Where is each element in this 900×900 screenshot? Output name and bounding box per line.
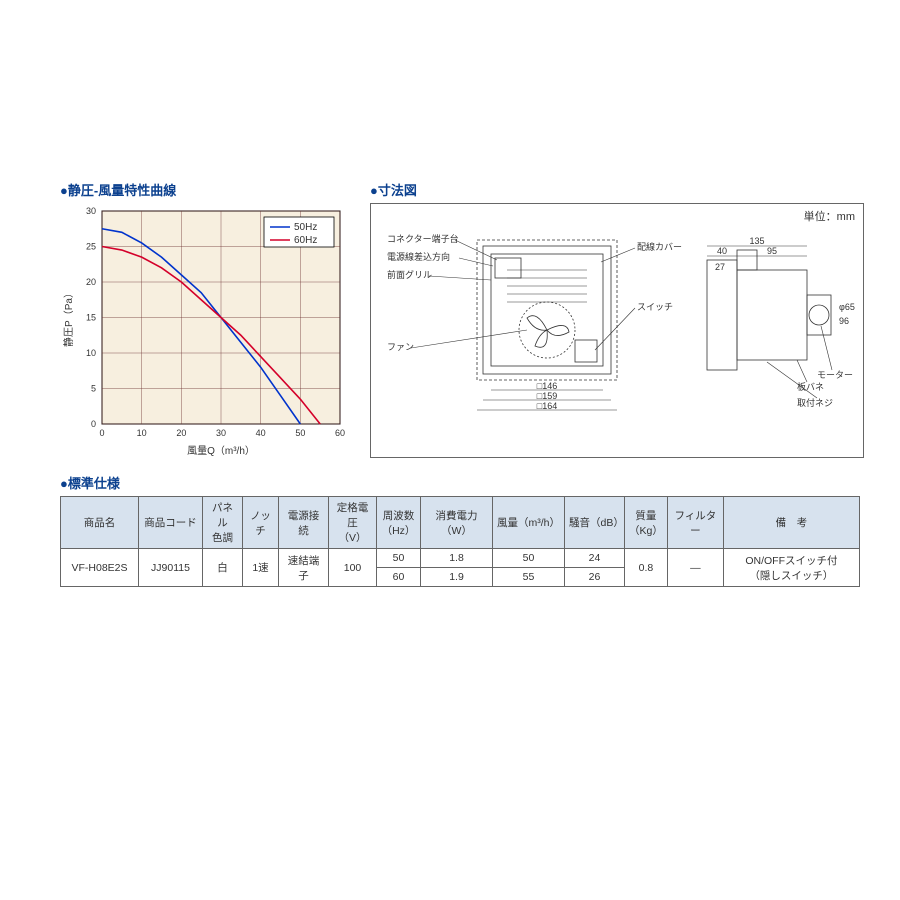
col-noise: 騒音（dB） (565, 497, 625, 549)
svg-text:27: 27 (715, 262, 725, 272)
spec-table: 商品名 商品コード パネル色調 ノッチ 電源接続 定格電圧（V） 周波数（Hz）… (60, 496, 860, 587)
diagram-block: ●寸法図 単位：mm (370, 180, 864, 458)
svg-text:コネクター端子台: コネクター端子台 (387, 233, 459, 244)
svg-text:60: 60 (335, 428, 345, 438)
col-power: 消費電力（W） (421, 497, 493, 549)
unit-label: 単位：mm (804, 208, 855, 224)
svg-text:50Hz: 50Hz (294, 222, 317, 233)
svg-text:30: 30 (216, 428, 226, 438)
svg-text:ファン: ファン (387, 342, 414, 352)
svg-text:0: 0 (99, 428, 104, 438)
col-notch: ノッチ (243, 497, 279, 549)
svg-text:40: 40 (256, 428, 266, 438)
svg-text:40: 40 (717, 246, 727, 256)
svg-text:風量Q（m³/h）: 風量Q（m³/h） (187, 445, 255, 457)
diagram-title: ●寸法図 (370, 180, 864, 199)
svg-text:95: 95 (767, 246, 777, 256)
dimension-diagram: 単位：mm (370, 203, 864, 458)
svg-text:15: 15 (86, 313, 96, 323)
svg-text:20: 20 (86, 277, 96, 287)
svg-text:スイッチ: スイッチ (637, 302, 673, 312)
col-mass: 質量（Kg） (625, 497, 668, 549)
chart-title: ●静圧-風量特性曲線 (60, 180, 350, 199)
svg-text:前面グリル: 前面グリル (387, 269, 432, 280)
svg-text:5: 5 (91, 384, 96, 394)
col-airflow: 風量（m³/h） (493, 497, 565, 549)
svg-text:静圧P（Pa）: 静圧P（Pa） (62, 288, 75, 347)
svg-text:96: 96 (839, 316, 849, 326)
svg-text:□164: □164 (537, 401, 557, 411)
pressure-flow-chart: 0 10 20 30 40 50 60 0 5 10 15 20 25 30 風量Q（m³/h） 静圧P（Pa… (60, 203, 350, 458)
col-voltage: 定格電圧（V） (329, 497, 377, 549)
svg-text:20: 20 (176, 428, 186, 438)
svg-text:電源線差込方向: 電源線差込方向 (387, 251, 450, 262)
table-row: VF-H08E2S JJ90115 白 1速 速結端子 100 50 1.8 5… (61, 549, 860, 568)
col-freq: 周波数（Hz） (377, 497, 421, 549)
svg-text:□159: □159 (537, 391, 557, 401)
col-code: 商品コード (139, 497, 203, 549)
diagram-svg: □146 □159 □164 コネクター端子台 電源線差込方向 前面グリル ファ… (377, 210, 857, 450)
svg-text:モーター: モーター (817, 370, 853, 380)
svg-text:10: 10 (86, 348, 96, 358)
col-panel: パネル色調 (203, 497, 243, 549)
col-filter: フィルター (667, 497, 723, 549)
svg-text:25: 25 (86, 242, 96, 252)
remark-cell: ON/OFFスイッチ付（隠しスイッチ） (723, 549, 859, 587)
chart-block: ●静圧-風量特性曲線 0 10 20 30 40 50 60 0 5 10 15 20 25 30 風量Q（… (60, 180, 350, 461)
svg-text:配線カバー: 配線カバー (637, 241, 682, 252)
svg-text:φ65: φ65 (839, 302, 855, 312)
svg-text:0: 0 (91, 419, 96, 429)
col-remark: 備 考 (723, 497, 859, 549)
svg-text:50: 50 (295, 428, 305, 438)
svg-text:10: 10 (137, 428, 147, 438)
svg-text:取付ネジ: 取付ネジ (797, 398, 833, 408)
svg-text:60Hz: 60Hz (294, 235, 317, 246)
svg-text:30: 30 (86, 206, 96, 216)
svg-text:135: 135 (749, 236, 764, 246)
col-conn: 電源接続 (279, 497, 329, 549)
svg-text:□146: □146 (537, 381, 557, 391)
col-name: 商品名 (61, 497, 139, 549)
spec-title: ●標準仕様 (60, 473, 860, 492)
